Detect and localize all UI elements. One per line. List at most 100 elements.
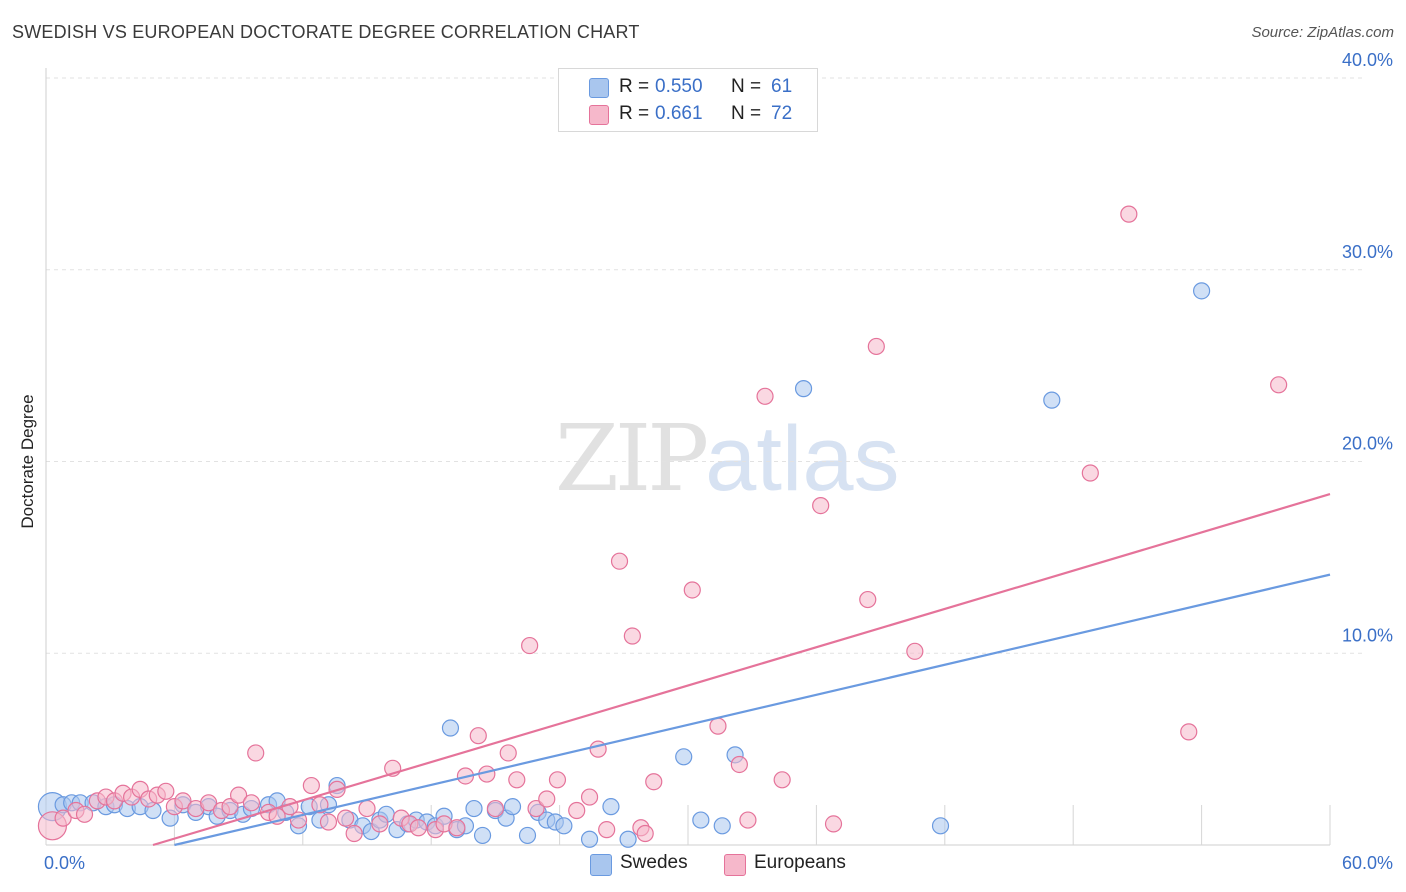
data-point (713, 817, 731, 835)
y-tick-label: 20.0% (1342, 434, 1393, 454)
data-point (1081, 464, 1099, 482)
data-point (548, 771, 567, 789)
chart-title: SWEDISH VS EUROPEAN DOCTORATE DEGREE COR… (12, 22, 640, 42)
data-point (371, 815, 389, 833)
data-point (683, 581, 701, 599)
data-point (358, 799, 376, 818)
legend: R = 0.550 N = 61 R = 0.661 N = 72 (558, 68, 818, 132)
series-europeans (37, 205, 1288, 843)
legend-swatch-swedes (589, 78, 609, 98)
data-point (518, 826, 537, 845)
watermark-zip: ZIP (555, 405, 709, 512)
data-point (157, 782, 175, 800)
data-point (619, 830, 637, 848)
legend-r-value: 0.661 (655, 103, 703, 124)
data-point (521, 636, 539, 655)
legend-n-value: 61 (771, 76, 793, 97)
legend-row-swedes: R = 0.550 N = 61 (559, 73, 817, 100)
data-point (859, 590, 877, 609)
data-point (824, 815, 843, 833)
data-point (486, 799, 504, 818)
legend-r-label: R = (619, 76, 650, 97)
data-point (906, 642, 924, 660)
x-tick-label-max: 60.0% (1342, 853, 1393, 873)
point-layer (37, 205, 1288, 848)
legend-n-label: N = (731, 103, 762, 124)
grid-layer (46, 77, 1366, 654)
data-point (756, 387, 774, 405)
data-point (709, 717, 727, 735)
legend-r-value: 0.550 (655, 76, 703, 97)
watermark-atlas: atlas (705, 408, 900, 510)
data-point (242, 794, 261, 812)
data-point (409, 819, 427, 837)
data-point (1270, 376, 1288, 394)
data-point (465, 799, 483, 818)
data-point (773, 771, 791, 789)
data-point (247, 744, 265, 762)
data-point (508, 771, 526, 789)
data-point (610, 552, 629, 570)
bottom-legend-label-swedes: Swedes (620, 852, 688, 873)
data-point (602, 798, 620, 816)
watermark: ZIPatlas (555, 405, 900, 512)
data-point (345, 824, 363, 843)
data-point (311, 796, 329, 814)
data-point (230, 786, 248, 804)
data-point (1180, 723, 1198, 741)
data-point (794, 380, 813, 398)
data-point (75, 805, 94, 823)
data-point (580, 788, 599, 806)
trend-line-swedes (174, 573, 1331, 847)
data-point (448, 819, 466, 837)
data-point (730, 755, 748, 774)
data-point (636, 824, 654, 843)
data-point (527, 799, 545, 818)
label-layer: 10.0% 20.0% 30.0% 40.0% 0.0% 60.0% Doctorate D… (18, 50, 1393, 873)
data-point (319, 813, 338, 831)
data-point (174, 792, 192, 810)
bottom-legend-swatch-europeans (724, 854, 746, 876)
bottom-legend-swatch-swedes (590, 854, 612, 876)
data-point (469, 727, 487, 745)
data-point (302, 776, 320, 795)
bottom-legend-label-europeans: Europeans (754, 852, 846, 873)
legend-n-label: N = (731, 76, 762, 97)
data-point (555, 817, 573, 835)
data-point (538, 790, 556, 808)
y-tick-label: 30.0% (1342, 242, 1393, 262)
data-point (580, 830, 599, 848)
data-point (1192, 282, 1211, 300)
data-point (568, 801, 586, 820)
chart-source: Source: ZipAtlas.com (1251, 24, 1394, 41)
data-point (499, 744, 517, 762)
axis-layer (45, 68, 1331, 846)
data-point (337, 809, 355, 827)
data-point (645, 773, 663, 791)
data-point (473, 826, 492, 845)
data-point (200, 794, 218, 812)
data-point (1043, 391, 1061, 409)
legend-n-value: 72 (771, 103, 793, 124)
data-point (54, 809, 72, 827)
data-point (931, 817, 950, 835)
data-point (221, 798, 239, 816)
legend-swatch-europeans (589, 105, 609, 125)
data-point (623, 627, 641, 645)
data-point (812, 497, 830, 515)
y-axis-title: Doctorate Degree (18, 394, 37, 528)
legend-r-label: R = (619, 103, 650, 124)
data-point (739, 811, 757, 829)
data-point (598, 821, 616, 839)
x-tick-label-min: 0.0% (44, 853, 85, 873)
data-point (441, 719, 460, 737)
y-tick-label: 10.0% (1342, 625, 1393, 645)
y-tick-label: 40.0% (1342, 50, 1393, 70)
data-point (867, 337, 885, 356)
legend-row-europeans: R = 0.661 N = 72 (559, 100, 817, 127)
trend-line-europeans (152, 493, 1331, 847)
data-point (675, 748, 693, 766)
data-point (1120, 205, 1138, 223)
data-point (503, 798, 522, 816)
